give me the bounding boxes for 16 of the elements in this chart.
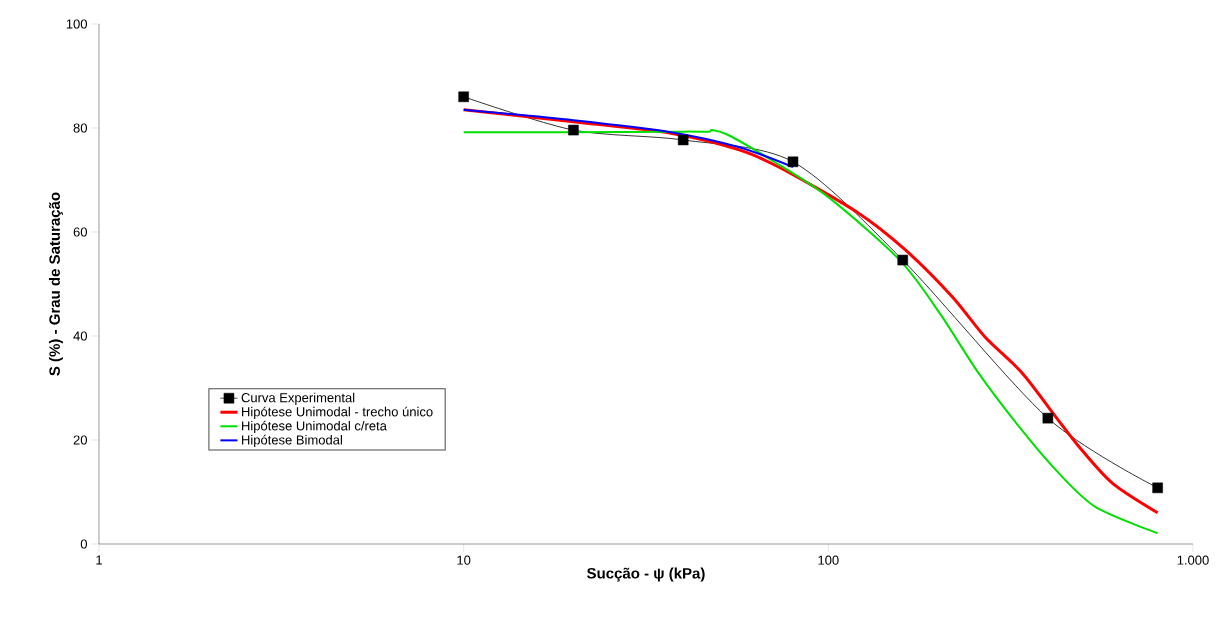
x-tick-label: 10 (457, 555, 471, 565)
legend-label: Curva Experimental (241, 392, 355, 405)
x-axis-title: Sucção - ψ (kPa) (587, 567, 705, 582)
y-tick-label: 100 (66, 19, 87, 29)
x-tick-label: 100 (818, 555, 839, 565)
legend-label: Hipótese Unimodal - trecho único (242, 406, 433, 419)
y-tick-label: 60 (73, 227, 87, 237)
y-tick-label: 20 (73, 435, 87, 445)
legend-label: Hipótese Unimodal c/reta (242, 420, 387, 434)
x-tick-label: 1.000 (1177, 555, 1209, 565)
y-axis-title: S (%) - Grau de Saturação (48, 192, 63, 376)
y-tick-label: 0 (80, 539, 87, 549)
y-tick-label: 80 (73, 123, 87, 133)
y-tick-label: 40 (73, 331, 87, 341)
legend-label: Hipótese Bimodal (242, 434, 342, 448)
x-tick-label: 1 (96, 555, 102, 565)
